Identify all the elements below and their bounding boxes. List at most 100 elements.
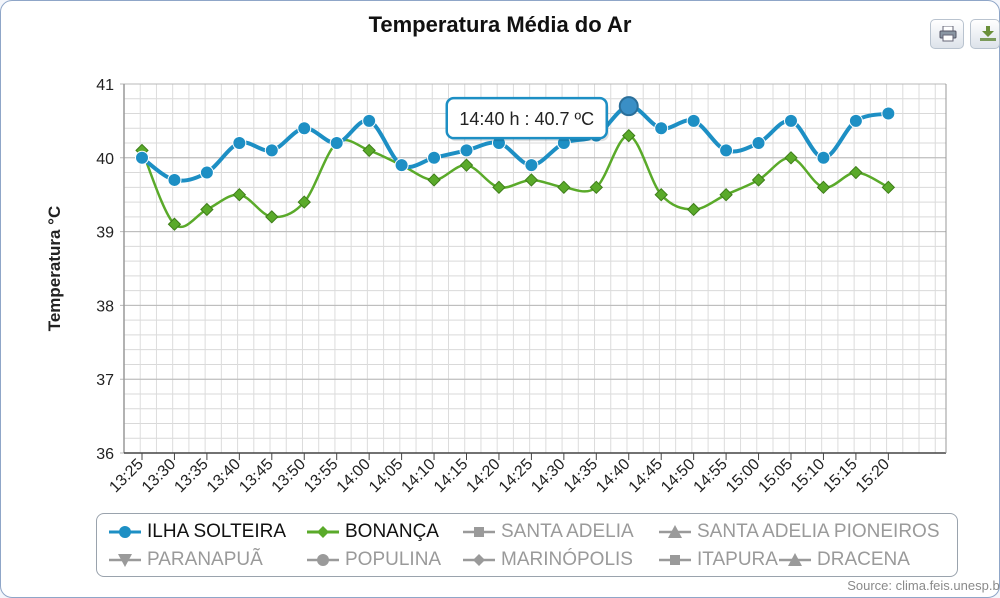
x-tick-label: 13:30: [139, 456, 179, 496]
legend-label: ITAPURA: [697, 549, 778, 570]
data-point-bonanca[interactable]: [816, 180, 831, 195]
legend-item-paranapua[interactable]: PARANAPUÃ: [109, 549, 263, 571]
data-point-ilha-solteira[interactable]: [297, 121, 312, 136]
x-tick-label: 14:45: [626, 456, 666, 496]
legend-label: DRACENA: [817, 549, 910, 570]
data-point-bonanca[interactable]: [167, 217, 182, 231]
x-tick-label: 14:00: [334, 456, 374, 496]
legend-item-populina[interactable]: POPULINA: [307, 549, 441, 571]
legend-item-bonanca[interactable]: BONANÇA: [307, 521, 439, 543]
data-point-bonanca[interactable]: [297, 195, 311, 209]
legend-item-itapura[interactable]: ITAPURA: [659, 549, 778, 571]
x-tick-label: 14:35: [561, 456, 601, 496]
data-point-ilha-solteira[interactable]: [686, 113, 701, 128]
legend-label: POPULINA: [345, 549, 442, 570]
data-point-ilha-solteira[interactable]: [329, 136, 344, 151]
x-tick-label: 15:05: [755, 456, 795, 496]
legend-item-ilha-solteira[interactable]: ILHA SOLTEIRA: [109, 521, 286, 543]
legend-label: MARINÓPOLIS: [501, 549, 633, 570]
data-point-bonanca[interactable]: [232, 187, 247, 202]
legend-item-santa-adelia-pioneiros[interactable]: SANTA ADELIA PIONEIROS: [659, 521, 940, 543]
chart-title: Temperatura Média do Ar: [368, 12, 632, 37]
x-tick-label: 13:40: [204, 456, 244, 496]
download-icon: [980, 26, 996, 41]
line-chart: 36373839404113:2513:3013:3513:4013:4513:…: [45, 77, 947, 496]
data-point-ilha-solteira[interactable]: [135, 150, 149, 165]
data-point-bonanca[interactable]: [686, 202, 701, 217]
data-point-bonanca[interactable]: [589, 180, 604, 195]
data-point-bonanca[interactable]: [492, 180, 506, 195]
x-tick-label: 15:20: [853, 456, 893, 496]
data-point-ilha-solteira[interactable]: [618, 96, 639, 117]
legend-item-marinopolis[interactable]: MARINÓPOLIS: [463, 549, 633, 571]
legend-label: SANTA ADELIA: [501, 521, 634, 542]
y-tick-label: 37: [96, 372, 114, 389]
data-point-bonanca[interactable]: [557, 180, 571, 195]
data-point-ilha-solteira[interactable]: [719, 143, 734, 158]
data-point-ilha-solteira[interactable]: [232, 136, 247, 151]
x-tick-label: 15:00: [723, 456, 763, 496]
data-point-bonanca[interactable]: [784, 151, 798, 165]
data-point-ilha-solteira[interactable]: [394, 158, 409, 173]
data-point-bonanca[interactable]: [200, 202, 214, 217]
y-tick-label: 39: [96, 225, 114, 242]
y-tick-label: 38: [96, 298, 114, 315]
y-tick-label: 36: [96, 446, 114, 463]
x-tick-label: 14:25: [496, 456, 536, 496]
data-point-ilha-solteira[interactable]: [199, 165, 214, 180]
x-tick-label: 13:50: [269, 456, 309, 496]
print-button[interactable]: [930, 19, 964, 49]
x-tick-label: 15:15: [820, 456, 860, 496]
legend-label: ILHA SOLTEIRA: [147, 521, 287, 542]
legend-item-santa-adelia[interactable]: SANTA ADELIA: [463, 521, 634, 543]
data-point-bonanca[interactable]: [459, 158, 474, 172]
data-point-ilha-solteira[interactable]: [816, 150, 831, 165]
x-tick-label: 13:45: [236, 456, 276, 496]
data-point-bonanca[interactable]: [362, 143, 376, 158]
legend-symbol-icon: [463, 554, 495, 566]
printer-icon: [939, 26, 957, 42]
data-point-bonanca[interactable]: [881, 180, 896, 195]
chart-legend: ILHA SOLTEIRA BONANÇA SANTA ADELIA SANTA…: [96, 513, 958, 577]
data-point-bonanca[interactable]: [849, 165, 863, 180]
legend-symbol-icon: [307, 526, 339, 538]
x-tick-label: 14:10: [399, 456, 439, 496]
data-point-bonanca[interactable]: [524, 173, 539, 187]
data-point-ilha-solteira[interactable]: [784, 113, 798, 128]
legend-symbol-icon: [659, 555, 691, 565]
legend-label: BONANÇA: [345, 521, 439, 542]
data-point-ilha-solteira[interactable]: [848, 113, 863, 128]
data-point-ilha-solteira[interactable]: [427, 150, 442, 165]
x-tick-label: 14:55: [691, 456, 731, 496]
legend-symbol-icon: [779, 553, 811, 566]
legend-label: PARANAPUÃ: [147, 549, 263, 570]
source-credits: Source: clima.feis.unesp.br: [847, 578, 1000, 593]
data-point-ilha-solteira[interactable]: [362, 113, 377, 128]
x-tick-label: 14:20: [463, 456, 503, 496]
data-point-ilha-solteira[interactable]: [524, 158, 539, 173]
data-point-bonanca[interactable]: [719, 187, 733, 202]
legend-symbol-icon: [463, 527, 495, 537]
data-point-bonanca[interactable]: [427, 173, 441, 187]
data-point-bonanca[interactable]: [654, 187, 668, 202]
y-axis-title: Temperatura °C: [45, 206, 64, 332]
legend-symbol-icon: [109, 526, 141, 538]
y-tick-label: 41: [96, 77, 114, 94]
y-tick-label: 40: [96, 151, 114, 168]
data-point-ilha-solteira[interactable]: [264, 143, 279, 158]
data-point-ilha-solteira[interactable]: [751, 136, 766, 151]
x-tick-label: 14:05: [366, 456, 406, 496]
x-tick-label: 14:15: [431, 456, 471, 496]
legend-symbol-icon: [109, 554, 141, 567]
data-point-ilha-solteira[interactable]: [881, 106, 896, 121]
data-point-ilha-solteira[interactable]: [654, 121, 669, 136]
data-point-ilha-solteira[interactable]: [167, 172, 182, 187]
tooltip-text: 14:40 h : 40.7 ºC: [459, 109, 594, 129]
legend-label: SANTA ADELIA PIONEIROS: [697, 521, 940, 542]
legend-item-dracena[interactable]: DRACENA: [779, 549, 910, 571]
data-point-bonanca[interactable]: [622, 128, 636, 143]
data-point-bonanca[interactable]: [265, 210, 279, 224]
data-point-ilha-solteira[interactable]: [459, 143, 474, 158]
data-point-bonanca[interactable]: [751, 173, 766, 187]
legend-symbol-icon: [659, 525, 691, 538]
